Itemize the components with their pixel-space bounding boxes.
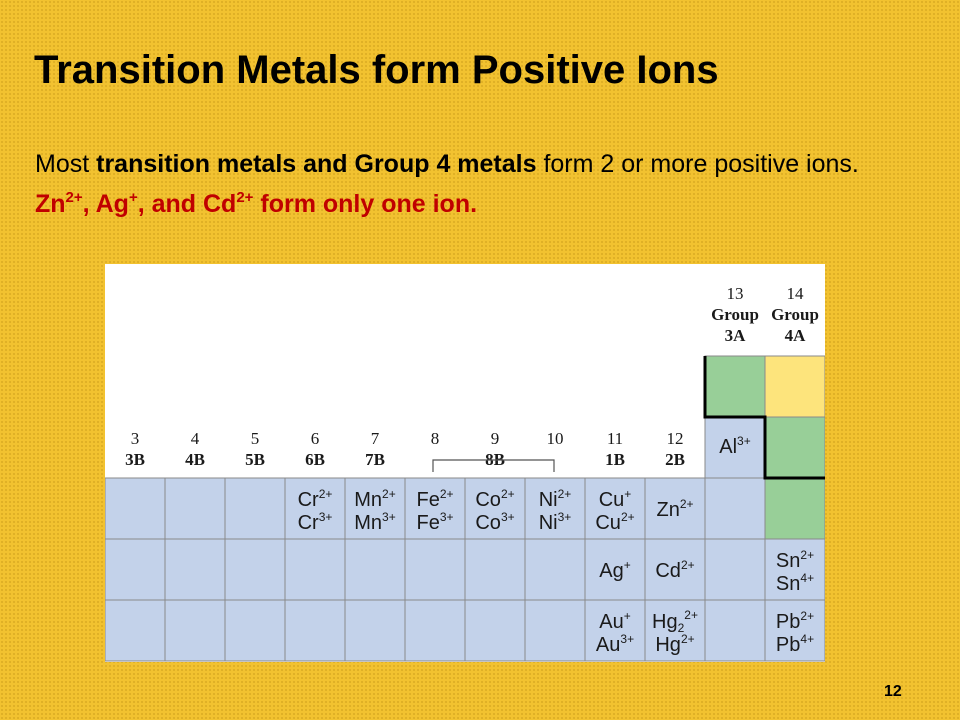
ion-label: Mn3+ <box>354 510 395 534</box>
cell-blue <box>704 538 766 601</box>
cell-blue <box>404 538 466 601</box>
group-label: 4B <box>185 450 205 469</box>
cell-group14-period4 <box>764 477 825 540</box>
ion-label: Cr3+ <box>298 510 333 534</box>
cell-blue <box>105 599 166 662</box>
cell-blue <box>105 477 166 540</box>
group-word: Group <box>771 305 819 324</box>
group-number: 3 <box>131 429 140 448</box>
cell-blue <box>404 599 466 662</box>
group-number: 4 <box>191 429 200 448</box>
ion-label: Hg2+ <box>655 632 694 656</box>
cell-blue <box>584 599 646 662</box>
ion-label: Au3+ <box>596 632 634 656</box>
cell-group14-period2 <box>764 355 825 418</box>
slide-subtitle: Most transition metals and Group 4 metal… <box>35 144 915 224</box>
subtitle-red-note: Zn2+, Ag+, and Cd2+ form only one ion. <box>35 189 478 218</box>
ion-label: Cu2+ <box>595 510 634 534</box>
cell-group14-period3 <box>764 416 825 479</box>
ion-label: Pb2+ <box>776 609 814 633</box>
cell-blue <box>164 599 226 662</box>
ion-label: Fe3+ <box>416 510 453 534</box>
cell-al <box>704 416 766 479</box>
cell-blue <box>224 599 286 662</box>
ion-label: Sn2+ <box>776 548 814 572</box>
group-number: 12 <box>667 429 684 448</box>
cell-blue <box>464 538 526 601</box>
group-label: 3A <box>725 326 747 345</box>
group-word: Group <box>711 305 759 324</box>
cell-blue <box>344 538 406 601</box>
group-8b-bracket <box>432 459 555 472</box>
cell-blue <box>284 538 346 601</box>
group-number: 6 <box>311 429 320 448</box>
cell-blue <box>404 477 466 540</box>
group-label: 4A <box>785 326 807 345</box>
ion-label: Ni3+ <box>539 510 572 534</box>
group-number: 8 <box>431 429 440 448</box>
subtitle-pre: Most <box>35 150 97 178</box>
ion-label: Co2+ <box>475 487 514 511</box>
cell-blue <box>704 599 766 662</box>
ion-label: Pb4+ <box>776 632 814 656</box>
ion-label: Cu+ <box>599 487 632 511</box>
cell-blue <box>344 477 406 540</box>
cell-blue <box>164 538 226 601</box>
cell-blue <box>164 477 226 540</box>
metalloid-staircase-line <box>703 356 825 480</box>
ion-label: Hg22+ <box>652 608 698 635</box>
cell-blue <box>284 477 346 540</box>
group-number: 11 <box>607 429 623 448</box>
cell-blue <box>704 477 766 540</box>
group-number: 9 <box>491 429 500 448</box>
group-label: 1B <box>605 450 625 469</box>
ion-label: Mn2+ <box>354 487 395 511</box>
cell-blue <box>524 599 586 662</box>
slide-title: Transition Metals form Positive Ions <box>34 48 719 92</box>
cell-blue <box>224 477 286 540</box>
page-number: 12 <box>884 683 902 700</box>
cell-blue <box>105 538 166 601</box>
group-number: 5 <box>251 429 260 448</box>
periodic-table-excerpt: 3 3B 4 4B 5 5B 6 6B 7 7B 8 9 8B 10 11 1B 12 2B 13 Group 3A 14… <box>105 264 825 662</box>
ion-label: Zn2+ <box>656 497 693 521</box>
group-number: 14 <box>787 284 805 303</box>
cell-blue <box>584 477 646 540</box>
ion-label: Cd2+ <box>655 558 694 582</box>
group-label: 5B <box>245 450 265 469</box>
ion-label: Sn4+ <box>776 571 814 595</box>
ion-label: Cr2+ <box>298 487 333 511</box>
cell-blue <box>524 538 586 601</box>
group-number: 13 <box>727 284 744 303</box>
ion-label: Au+ <box>599 609 630 633</box>
ion-label: Fe2+ <box>416 487 453 511</box>
cell-blue <box>284 599 346 662</box>
group-number: 7 <box>371 429 380 448</box>
ion-label: Al3+ <box>719 434 750 458</box>
group-label: 7B <box>365 450 385 469</box>
cell-blue <box>344 599 406 662</box>
group-label: 3B <box>125 450 145 469</box>
cell-blue <box>224 538 286 601</box>
ion-label: Ni2+ <box>539 487 572 511</box>
group-number: 10 <box>547 429 564 448</box>
ion-label: Ag+ <box>599 558 630 582</box>
subtitle-post: form 2 or more positive ions. <box>536 150 859 178</box>
ion-label: Co3+ <box>475 510 514 534</box>
cell-sn <box>764 538 825 601</box>
cell-blue <box>584 538 646 601</box>
subtitle-bold: transition metals and Group 4 metals <box>96 150 537 178</box>
group-label: 2B <box>665 450 685 469</box>
group-label: 6B <box>305 450 325 469</box>
cell-group13-period2 <box>704 355 766 418</box>
cell-pb <box>764 599 825 662</box>
cell-blue <box>464 599 526 662</box>
